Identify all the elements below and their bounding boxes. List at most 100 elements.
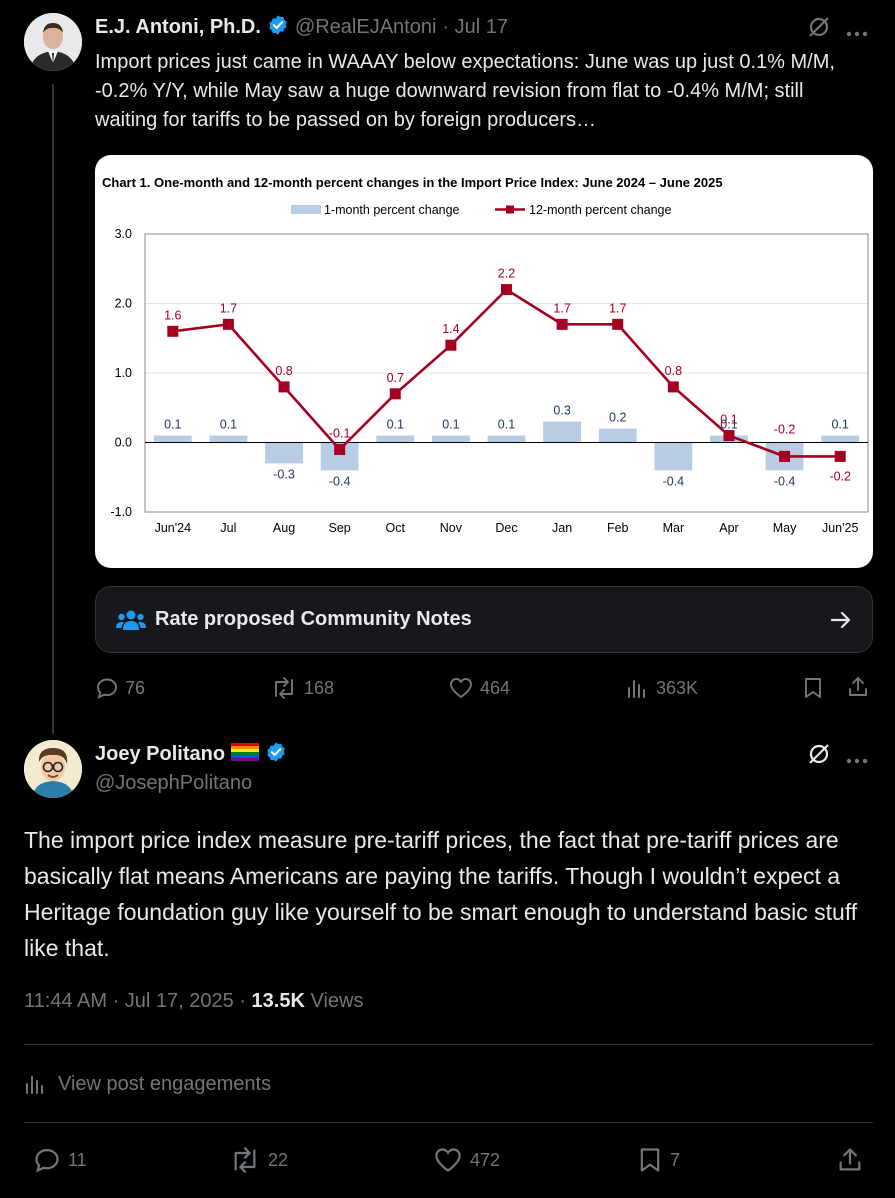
x-tick-label: Oct (386, 521, 406, 535)
line-label: 2.2 (498, 267, 515, 281)
analytics-icon (628, 680, 645, 698)
author-name[interactable]: E.J. Antoni, Ph.D. (95, 16, 261, 38)
line-marker (334, 443, 346, 455)
post-text: The import price index measure pre-tarif… (24, 827, 858, 961)
line-label: 0.1 (720, 413, 737, 427)
rainbow-flag-icon (231, 743, 260, 766)
bar (153, 435, 192, 443)
y-tick-label: -1.0 (110, 505, 132, 519)
x-tick-label: Mar (663, 521, 685, 535)
line-marker (501, 284, 512, 296)
avatar-cartoon-icon (24, 740, 82, 798)
share-button[interactable] (836, 1146, 864, 1179)
bar-label: -0.3 (273, 467, 295, 481)
post-date[interactable]: · Jul 17 (442, 16, 509, 38)
avatar[interactable] (24, 13, 82, 71)
views-button[interactable]: 363K (626, 676, 698, 700)
repost-count: 22 (268, 1149, 289, 1170)
bar-label: -0.4 (329, 474, 351, 488)
bar (487, 435, 526, 443)
line-marker (723, 430, 735, 442)
bar (209, 435, 248, 443)
post-text: Import prices just came in WAAAY below e… (95, 51, 835, 131)
chart-title: Chart 1. One-month and 12-month percent … (102, 175, 723, 190)
legend-swatch-1month (291, 205, 321, 214)
import-price-chart: Chart 1. One-month and 12-month percent … (102, 175, 869, 535)
grok-icon[interactable] (806, 14, 832, 45)
view-engagements-link[interactable]: View post engagements (24, 1072, 271, 1096)
arrow-right-icon (830, 610, 852, 635)
y-tick-label: 3.0 (115, 227, 132, 241)
thread-connector (52, 84, 54, 734)
bookmark-icon (805, 678, 821, 698)
bar-label: 0.3 (553, 404, 570, 418)
y-tick-label: 2.0 (115, 297, 132, 311)
line-label: -0.1 (329, 426, 351, 440)
reply-count: 11 (68, 1149, 87, 1170)
line-label: -0.2 (774, 423, 796, 437)
reply-icon (97, 678, 117, 699)
repost-button[interactable]: 168 (270, 676, 334, 700)
avatar-portrait-icon (24, 13, 82, 71)
reply-button[interactable]: 76 (95, 676, 145, 700)
line-marker (167, 325, 179, 337)
like-count: 472 (470, 1149, 501, 1170)
more-options-icon[interactable] (846, 24, 868, 42)
line-marker (667, 381, 679, 393)
x-tick-label: Sep (329, 521, 351, 535)
x-tick-label: Jan (552, 521, 572, 535)
line-label: 1.7 (220, 301, 237, 315)
repost-count: 168 (304, 677, 335, 698)
divider (24, 1044, 873, 1045)
repost-button[interactable]: 22 (228, 1146, 288, 1174)
views-count: 363K (656, 677, 699, 698)
bar-label: 0.1 (220, 418, 237, 432)
x-tick-label: May (773, 521, 797, 535)
x-tick-label: Jul (220, 521, 236, 535)
reply-button[interactable]: 11 (32, 1146, 87, 1174)
legend-label-1month: 1-month percent change (324, 203, 460, 217)
line-label: 0.7 (387, 371, 404, 385)
line-marker (278, 381, 290, 393)
x-tick-label: Feb (607, 521, 629, 535)
bookmark-icon (640, 1148, 660, 1172)
author-handle[interactable]: @RealEJAntoni (294, 16, 437, 38)
bar-label: -0.4 (774, 474, 796, 488)
grok-icon[interactable] (806, 741, 832, 772)
bar-label: 0.1 (164, 418, 181, 432)
line-label: 1.7 (609, 301, 626, 315)
bar (598, 428, 637, 443)
y-tick-label: 0.0 (115, 436, 132, 450)
bar-label: 0.1 (498, 418, 515, 432)
like-button[interactable]: 464 (448, 676, 510, 700)
line-label: -0.2 (829, 469, 851, 483)
reply-icon (35, 1148, 59, 1173)
bar (654, 442, 693, 471)
more-options-icon[interactable] (846, 751, 868, 769)
x-tick-label: Nov (440, 521, 463, 535)
post-timestamp[interactable]: 11:44 AM · Jul 17, 2025 · (24, 990, 252, 1012)
line-marker (445, 339, 457, 351)
share-button[interactable] (846, 675, 870, 704)
rate-community-notes-button[interactable]: Rate proposed Community Notes (95, 586, 873, 653)
line-marker (556, 318, 568, 330)
line-label: 0.8 (275, 364, 292, 378)
bookmark-button[interactable]: 7 (636, 1146, 680, 1174)
verified-badge-icon (267, 14, 289, 41)
author-handle[interactable]: @JosephPolitano (95, 772, 253, 794)
avatar[interactable] (24, 740, 82, 798)
author-name[interactable]: Joey Politano (95, 743, 226, 765)
reply-count: 76 (125, 677, 146, 698)
bar-label: 0.2 (609, 411, 626, 425)
x-tick-label: Apr (719, 521, 738, 535)
share-icon (839, 1148, 861, 1171)
line-label: 1.7 (553, 301, 570, 315)
chart-image[interactable]: Chart 1. One-month and 12-month percent … (95, 155, 873, 568)
bar (431, 435, 470, 443)
bookmark-button[interactable] (802, 676, 824, 705)
x-tick-label: Aug (273, 521, 295, 535)
line-marker (389, 388, 401, 400)
like-button[interactable]: 472 (432, 1146, 500, 1174)
divider (24, 1122, 873, 1123)
view-engagements-label: View post engagements (58, 1072, 272, 1095)
